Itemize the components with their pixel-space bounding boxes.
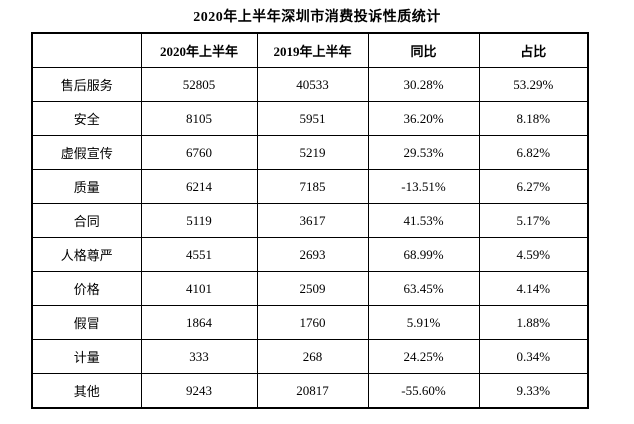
cell-value_2020: 6214 — [140, 169, 258, 204]
table-row: 人格尊严 4551 2693 68.99% 4.59% — [31, 237, 589, 272]
cell-value_2020: 6760 — [140, 135, 258, 170]
column-header-empty — [31, 32, 142, 68]
column-header-share: 占比 — [478, 32, 589, 68]
row-category: 计量 — [31, 339, 142, 374]
table-row: 虚假宣传 6760 5219 29.53% 6.82% — [31, 135, 589, 170]
cell-value_2019: 7185 — [256, 169, 369, 204]
table-row: 安全 8105 5951 36.20% 8.18% — [31, 101, 589, 136]
cell-value_2020: 4551 — [140, 237, 258, 272]
row-category: 安全 — [31, 101, 142, 136]
cell-yoy: 68.99% — [367, 237, 480, 272]
table-row: 价格 4101 2509 63.45% 4.14% — [31, 271, 589, 306]
cell-yoy: -13.51% — [367, 169, 480, 204]
cell-share: 4.14% — [478, 271, 589, 306]
cell-share: 9.33% — [478, 373, 589, 409]
cell-value_2019: 3617 — [256, 203, 369, 238]
complaints-statistics-table: 2020年上半年 2019年上半年 同比 占比 售后服务 52805 40533 30.28… — [31, 32, 589, 409]
cell-yoy: 5.91% — [367, 305, 480, 340]
table-body: 售后服务 52805 40533 30.28% 53.29% 安全 8105 5951 36.2… — [31, 67, 589, 409]
table-row: 计量 333 268 24.25% 0.34% — [31, 339, 589, 374]
column-header-value_2019: 2019年上半年 — [256, 32, 369, 68]
header-row: 2020年上半年 2019年上半年 同比 占比 — [31, 32, 589, 68]
cell-value_2020: 8105 — [140, 101, 258, 136]
table-row: 合同 5119 3617 41.53% 5.17% — [31, 203, 589, 238]
row-category: 虚假宣传 — [31, 135, 142, 170]
cell-value_2020: 52805 — [140, 67, 258, 102]
cell-share: 6.82% — [478, 135, 589, 170]
cell-share: 8.18% — [478, 101, 589, 136]
cell-value_2020: 1864 — [140, 305, 258, 340]
cell-share: 5.17% — [478, 203, 589, 238]
row-category: 人格尊严 — [31, 237, 142, 272]
row-category: 合同 — [31, 203, 142, 238]
cell-value_2020: 4101 — [140, 271, 258, 306]
cell-share: 4.59% — [478, 237, 589, 272]
cell-share: 6.27% — [478, 169, 589, 204]
cell-yoy: 29.53% — [367, 135, 480, 170]
cell-yoy: 24.25% — [367, 339, 480, 374]
cell-value_2019: 40533 — [256, 67, 369, 102]
cell-value_2019: 268 — [256, 339, 369, 374]
table-row: 假冒 1864 1760 5.91% 1.88% — [31, 305, 589, 340]
cell-share: 0.34% — [478, 339, 589, 374]
cell-value_2019: 2693 — [256, 237, 369, 272]
table-row: 质量 6214 7185 -13.51% 6.27% — [31, 169, 589, 204]
cell-value_2020: 9243 — [140, 373, 258, 409]
table-title: 2020年上半年深圳市消费投诉性质统计 — [193, 10, 441, 25]
row-category: 售后服务 — [31, 67, 142, 102]
row-category: 质量 — [31, 169, 142, 204]
cell-share: 53.29% — [478, 67, 589, 102]
cell-yoy: -55.60% — [367, 373, 480, 409]
cell-yoy: 30.28% — [367, 67, 480, 102]
cell-value_2020: 333 — [140, 339, 258, 374]
column-header-yoy: 同比 — [367, 32, 480, 68]
table-row: 其他 9243 20817 -55.60% 9.33% — [31, 373, 589, 409]
cell-share: 1.88% — [478, 305, 589, 340]
table-row: 售后服务 52805 40533 30.28% 53.29% — [31, 67, 589, 102]
cell-value_2020: 5119 — [140, 203, 258, 238]
row-category: 价格 — [31, 271, 142, 306]
cell-yoy: 41.53% — [367, 203, 480, 238]
cell-value_2019: 1760 — [256, 305, 369, 340]
cell-yoy: 36.20% — [367, 101, 480, 136]
cell-value_2019: 2509 — [256, 271, 369, 306]
cell-value_2019: 20817 — [256, 373, 369, 409]
row-category: 假冒 — [31, 305, 142, 340]
cell-yoy: 63.45% — [367, 271, 480, 306]
cell-value_2019: 5219 — [256, 135, 369, 170]
column-header-value_2020: 2020年上半年 — [140, 32, 258, 68]
cell-value_2019: 5951 — [256, 101, 369, 136]
row-category: 其他 — [31, 373, 142, 409]
